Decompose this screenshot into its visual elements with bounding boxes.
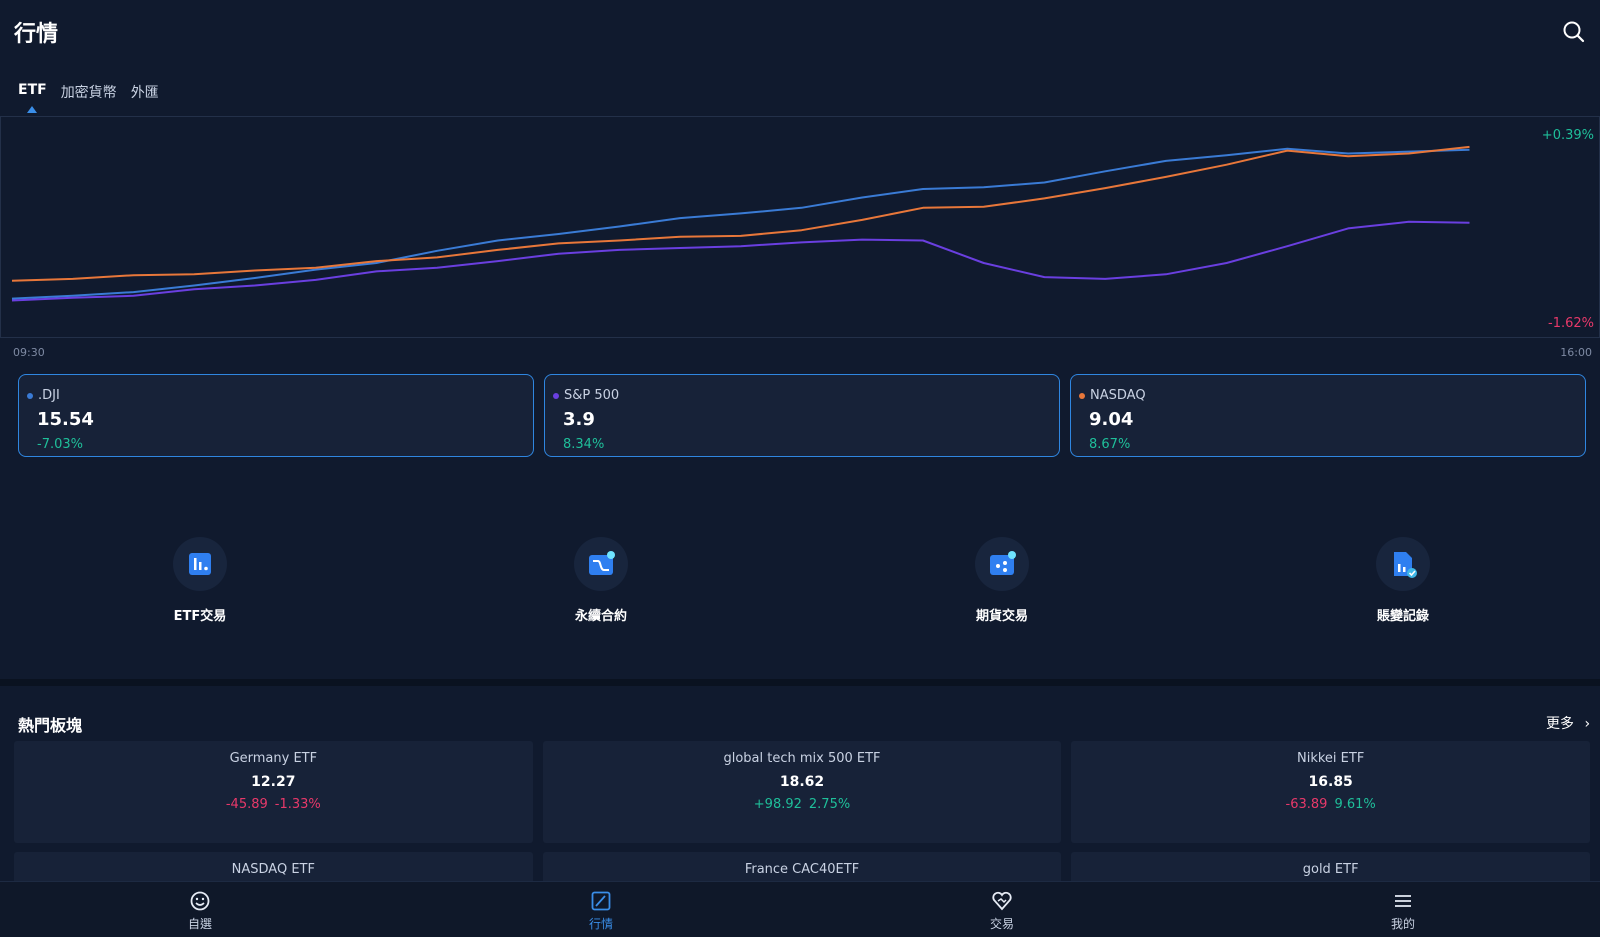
icon (990, 551, 1016, 575)
index-name-row: NASDAQ (1079, 388, 1146, 403)
quick-action-icon (173, 537, 227, 591)
index-name: NASDAQ (1090, 388, 1146, 403)
legend-dot (1079, 392, 1085, 399)
icon (1394, 552, 1417, 578)
hot-card[interactable]: global tech mix 500 ETF 18.62 +98.92 2.75% (542, 741, 1062, 843)
nav-item[interactable]: 交易 (952, 890, 1052, 932)
quick-action-label: 永續合約 (574, 609, 627, 624)
nav-icon (591, 891, 611, 911)
nav-label: 交易 (989, 917, 1014, 931)
index-change: 8.34% (563, 437, 605, 452)
more-label[interactable]: 更多 (1546, 716, 1574, 732)
hot-percent: 2.75% (808, 797, 851, 812)
chart: +0.39% -1.62% 09:30 16:00 (0, 116, 1600, 359)
hot-price: 18.62 (779, 774, 825, 790)
hot-name: gold ETF (1302, 862, 1359, 877)
index-card[interactable]: NASDAQ 9.04 8.67% (1070, 374, 1586, 457)
index-name: .DJI (38, 388, 60, 403)
nav-item[interactable]: 行情 (551, 890, 651, 932)
quick-action-icon (975, 537, 1029, 591)
hot-percent: -1.33% (274, 797, 321, 812)
hot-name: Germany ETF (229, 751, 318, 766)
nav-icon (1395, 895, 1411, 907)
chevron: › (1584, 716, 1591, 732)
more-link[interactable]: 更多 › (1546, 713, 1590, 733)
quick-action-label: ETF交易 (173, 609, 227, 624)
hot-name: Nikkei ETF (1297, 751, 1365, 766)
quick-action[interactable]: 期貨交易 (932, 537, 1072, 624)
search-button[interactable] (1562, 20, 1586, 44)
quick-action[interactable]: ETF交易 (130, 537, 270, 624)
series-line (11, 145, 1470, 282)
legend-dot (27, 392, 33, 399)
index-name: S&P 500 (564, 388, 620, 403)
hot-card[interactable]: Nikkei ETF 16.85 -63.89 9.61% (1071, 741, 1590, 843)
hot-name: France CAC40ETF (744, 862, 860, 877)
legend-dot (553, 392, 559, 399)
hot-price: 16.85 (1308, 774, 1353, 790)
y-tick-label: +0.39% (1542, 128, 1594, 143)
icon (589, 551, 615, 575)
nav-icon (992, 891, 1012, 911)
hot-percent: 9.61% (1334, 797, 1376, 812)
quick-action[interactable]: 永續合約 (531, 537, 671, 624)
icon (189, 553, 211, 575)
y-tick-label: -1.62% (1548, 316, 1594, 331)
series-line (11, 147, 1470, 300)
hot-change-row: +98.92 2.75% (543, 797, 1062, 812)
hot-name: global tech mix 500 ETF (723, 751, 881, 766)
index-name-row: S&P 500 (553, 388, 619, 403)
index-card[interactable]: S&P 500 3.9 8.34% (544, 374, 1060, 457)
index-price: 3.9 (563, 409, 595, 430)
nav-item[interactable]: 我的 (1353, 890, 1453, 932)
index-card[interactable]: .DJI 15.54 -7.03% (18, 374, 534, 457)
index-change: -7.03% (37, 437, 83, 452)
tab[interactable]: 外匯 (130, 85, 159, 101)
hot-change: +98.92 (753, 797, 802, 812)
section-divider (0, 679, 1600, 686)
nav-item[interactable]: 自選 (150, 890, 250, 932)
tab[interactable]: 加密貨幣 (60, 85, 117, 101)
nav-icon (190, 891, 210, 911)
hot-change: -45.89 (225, 797, 268, 812)
x-tick-label: 09:30 (13, 346, 45, 359)
index-price: 15.54 (37, 409, 94, 430)
quick-action[interactable]: 賬變記錄 (1333, 537, 1473, 624)
index-name-row: .DJI (27, 388, 60, 403)
nav-label: 我的 (1390, 917, 1415, 931)
hot-change-row: -45.89 -1.33% (14, 797, 533, 812)
tab-bar: ETF 加密貨幣 外匯 (18, 82, 159, 113)
quick-action-label: 期貨交易 (975, 609, 1028, 624)
quick-action-icon (1376, 537, 1430, 591)
hot-name: NASDAQ ETF (231, 862, 315, 877)
bottom-nav: 自選 行情 交易 我的 (0, 881, 1600, 937)
hot-change-row: -63.89 9.61% (1071, 797, 1590, 812)
index-price: 9.04 (1089, 409, 1134, 430)
nav-label: 行情 (588, 917, 613, 931)
series-line (11, 220, 1470, 302)
hot-change: -63.89 (1285, 797, 1328, 812)
hot-price: 12.27 (251, 774, 296, 790)
hot-card[interactable]: Germany ETF 12.27 -45.89 -1.33% (14, 741, 533, 843)
index-change: 8.67% (1089, 437, 1131, 452)
section-title: 熱門板塊 (18, 716, 83, 735)
index-cards: .DJI 15.54 -7.03% S&P 500 3.9 8.34% NASDAQ 9.04… (18, 374, 1586, 457)
tab[interactable]: ETF (18, 82, 47, 113)
x-tick-label: 16:00 (1560, 346, 1592, 359)
page-title: 行情 (14, 22, 59, 47)
quick-action-icon (574, 537, 628, 591)
quick-action-label: 賬變記錄 (1376, 609, 1429, 624)
nav-label: 自選 (187, 917, 212, 931)
